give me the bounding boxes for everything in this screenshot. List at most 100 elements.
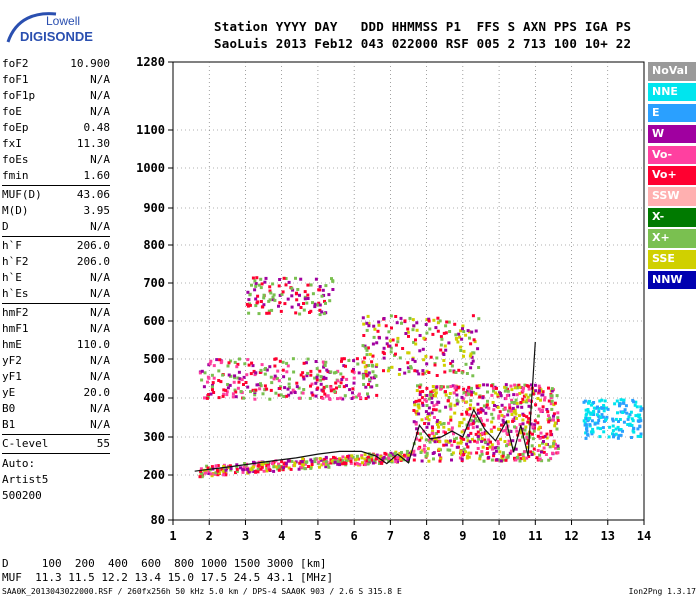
echo-point (585, 429, 589, 433)
echo-point (287, 382, 291, 386)
echo-point (318, 313, 322, 317)
echo-point (428, 440, 432, 444)
echo-point (586, 433, 590, 437)
echo-point (370, 360, 374, 364)
echo-point (364, 370, 368, 373)
echo-point (522, 394, 526, 398)
echo-point (464, 362, 468, 366)
echo-point (282, 462, 286, 466)
echo-point (460, 371, 464, 375)
echo-point (521, 452, 525, 456)
echo-point (504, 383, 508, 387)
echo-point (556, 447, 560, 450)
echo-point (247, 470, 251, 474)
echo-point (472, 414, 476, 418)
echo-point (277, 284, 281, 288)
echo-point (614, 432, 618, 436)
echo-point (465, 412, 469, 416)
echo-point (477, 366, 481, 369)
echo-point (492, 389, 495, 393)
echo-point (459, 441, 463, 445)
echo-point (637, 415, 641, 419)
echo-point (498, 410, 502, 414)
echo-point (435, 374, 439, 377)
echo-point (332, 459, 336, 463)
echo-point (460, 412, 464, 416)
param-label: h`F2 (2, 255, 29, 268)
echo-point (508, 403, 512, 407)
echo-point (434, 387, 438, 391)
echo-point (556, 451, 560, 455)
echo-point (432, 388, 436, 392)
echo-point (314, 394, 318, 398)
echo-point (246, 358, 250, 362)
echo-point (462, 429, 466, 433)
x-tick-label: 5 (314, 529, 321, 543)
echo-point (592, 401, 596, 404)
echo-point (233, 388, 237, 392)
echo-point (479, 428, 483, 432)
echo-point (320, 294, 324, 298)
echo-point (200, 472, 204, 475)
echo-point (303, 290, 307, 294)
echo-point (259, 300, 263, 303)
echo-point (402, 453, 406, 457)
param-label: MUF(D) (2, 188, 42, 201)
param-row: yE 20.0 (2, 385, 110, 401)
echo-point (309, 283, 313, 287)
echo-point (324, 465, 328, 469)
echo-point (347, 359, 351, 362)
echo-point (600, 398, 604, 402)
echo-point (221, 373, 225, 377)
echo-point (438, 319, 442, 323)
echo-point (430, 401, 434, 405)
echo-point (235, 467, 239, 471)
param-value: 0.48 (83, 121, 111, 134)
echo-point (427, 459, 431, 463)
echo-point (302, 361, 306, 365)
param-row: B0 N/A (2, 401, 110, 417)
echo-point (350, 397, 354, 400)
echo-point (450, 364, 454, 368)
echo-point (345, 459, 348, 462)
echo-point (350, 454, 354, 458)
echo-point (274, 465, 278, 469)
echo-point (260, 305, 264, 309)
echo-point (466, 329, 470, 333)
echo-point (277, 393, 281, 397)
echo-point (390, 326, 393, 330)
echo-point (352, 376, 356, 380)
echo-point (613, 402, 617, 406)
echo-point (514, 417, 518, 420)
echo-point (519, 457, 523, 461)
echo-point (521, 389, 525, 393)
echo-point (398, 368, 402, 371)
echo-point (459, 329, 463, 333)
echo-point (462, 391, 466, 395)
echo-point (469, 431, 473, 435)
echo-point (298, 461, 302, 465)
echo-point (415, 389, 419, 392)
echo-point (420, 449, 424, 453)
echo-point (465, 372, 469, 375)
echo-point (232, 380, 236, 384)
echo-point (291, 357, 295, 361)
echo-point (290, 286, 294, 290)
echo-point (255, 383, 259, 387)
echo-point (455, 402, 459, 406)
echo-point (284, 283, 288, 287)
echo-point (429, 393, 433, 397)
echo-point (298, 312, 302, 316)
echo-point (347, 454, 351, 458)
echo-point (638, 425, 642, 429)
echo-point (527, 404, 531, 408)
digisonde-logo: Lowell DIGISONDE (6, 12, 93, 44)
echo-point (405, 449, 409, 453)
echo-point (259, 382, 262, 386)
param-label: h`Es (2, 287, 29, 300)
echo-point (521, 435, 524, 439)
echo-point (341, 459, 345, 463)
echo-point (379, 455, 383, 459)
echo-point (553, 442, 557, 446)
param-value: N/A (90, 89, 110, 102)
